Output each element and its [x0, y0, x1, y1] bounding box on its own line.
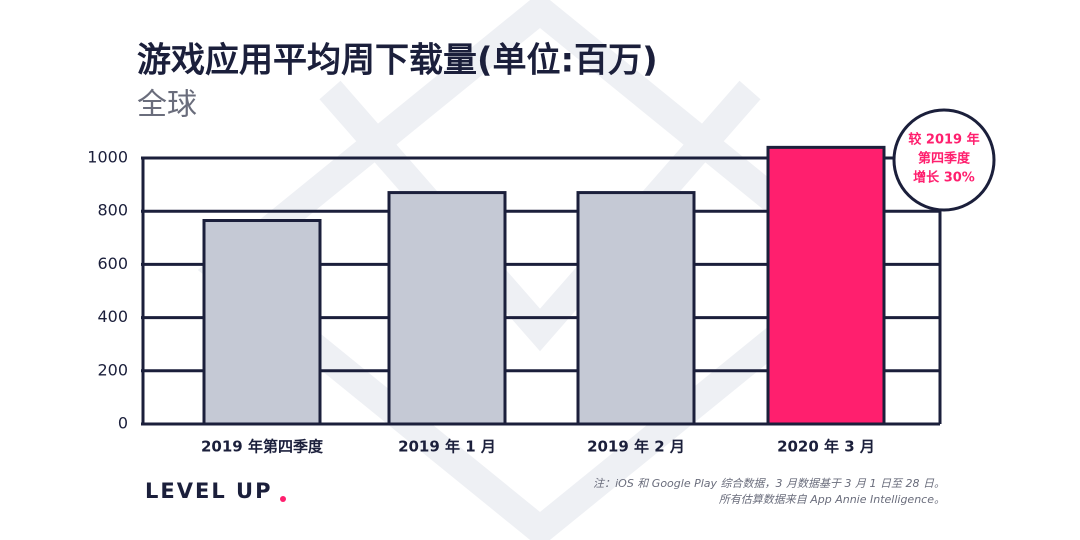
chart-title: 游戏应用平均周下载量(单位:百万) [137, 41, 658, 81]
plot-area: 0 200 400 600 800 1000 2019 年第四季度 2019 年 1 月 201… [87, 108, 996, 456]
y-tick-label: 200 [97, 360, 128, 379]
annotation-text: 增长 30% [913, 170, 975, 186]
brand-dot [280, 496, 286, 502]
annotation-text: 较 2019 年 [908, 132, 979, 148]
bar [202, 219, 322, 426]
x-tick-label: 2019 年第四季度 [201, 438, 324, 456]
y-tick-label: 400 [97, 307, 128, 326]
chart-subtitle: 全球 [137, 88, 197, 123]
bar [576, 191, 696, 426]
x-tick-label: 2020 年 3 月 [777, 438, 875, 456]
bar [387, 191, 507, 426]
y-tick-label: 1000 [87, 148, 128, 167]
note-line: 所有估算数据来自 App Annie Intelligence。 [719, 493, 945, 506]
bar [766, 145, 886, 426]
brand: LEVEL UP [145, 479, 286, 503]
annotation-circle [892, 108, 996, 212]
watermark [197, 0, 883, 540]
y-tick-label: 0 [118, 414, 128, 433]
x-tick-label: 2019 年 1 月 [398, 438, 496, 456]
y-tick-label: 600 [97, 254, 128, 273]
annotation-text: 第四季度 [918, 151, 971, 167]
brand-text: LEVEL UP [145, 479, 272, 503]
note-line: 注：iOS 和 Google Play 综合数据，3 月数据基于 3 月 1 日… [593, 477, 945, 490]
x-tick-label: 2019 年 2 月 [587, 438, 685, 456]
y-tick-label: 800 [97, 201, 128, 220]
